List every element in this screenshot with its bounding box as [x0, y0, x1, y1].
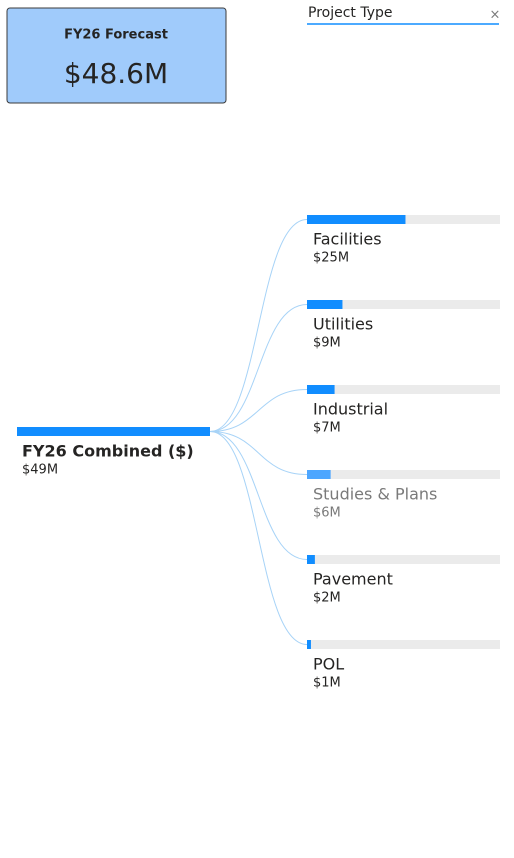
kpi-card	[6, 7, 227, 104]
bar	[307, 470, 331, 479]
connector	[209, 431, 308, 475]
card-value: $48.6M	[64, 57, 168, 90]
bar	[307, 215, 406, 224]
node-value: $9M	[313, 336, 341, 351]
node-value: $6M	[313, 506, 341, 521]
bar	[307, 640, 311, 649]
level-header[interactable]: Project Type	[308, 5, 393, 21]
node-value: $1M	[313, 676, 341, 691]
bar-track	[307, 300, 500, 309]
connector	[209, 389, 308, 432]
node-name[interactable]: Industrial	[313, 400, 388, 419]
node-name[interactable]: Facilities	[313, 230, 382, 249]
bar-track	[307, 555, 500, 564]
connector	[209, 431, 308, 560]
node-name[interactable]: Utilities	[313, 315, 373, 334]
node-value: $25M	[313, 251, 349, 266]
connector	[209, 304, 308, 432]
root-value: $49M	[22, 463, 58, 478]
root-bar	[17, 427, 210, 436]
node-name[interactable]: Studies & Plans	[313, 485, 437, 504]
connector	[209, 219, 308, 432]
bar-track	[307, 640, 500, 649]
bar	[307, 385, 335, 394]
bar-track	[307, 470, 500, 479]
card-title: FY26 Forecast	[64, 28, 168, 43]
bar	[307, 300, 343, 309]
node-name[interactable]: Pavement	[313, 570, 393, 589]
close-level[interactable]: ×	[490, 8, 501, 23]
node-value: $2M	[313, 591, 341, 606]
connector	[209, 431, 308, 645]
node-value: $7M	[313, 421, 341, 436]
root-name: FY26 Combined ($)	[22, 442, 194, 461]
bar	[307, 555, 315, 564]
node-name[interactable]: POL	[313, 655, 344, 674]
bar-track	[307, 385, 500, 394]
